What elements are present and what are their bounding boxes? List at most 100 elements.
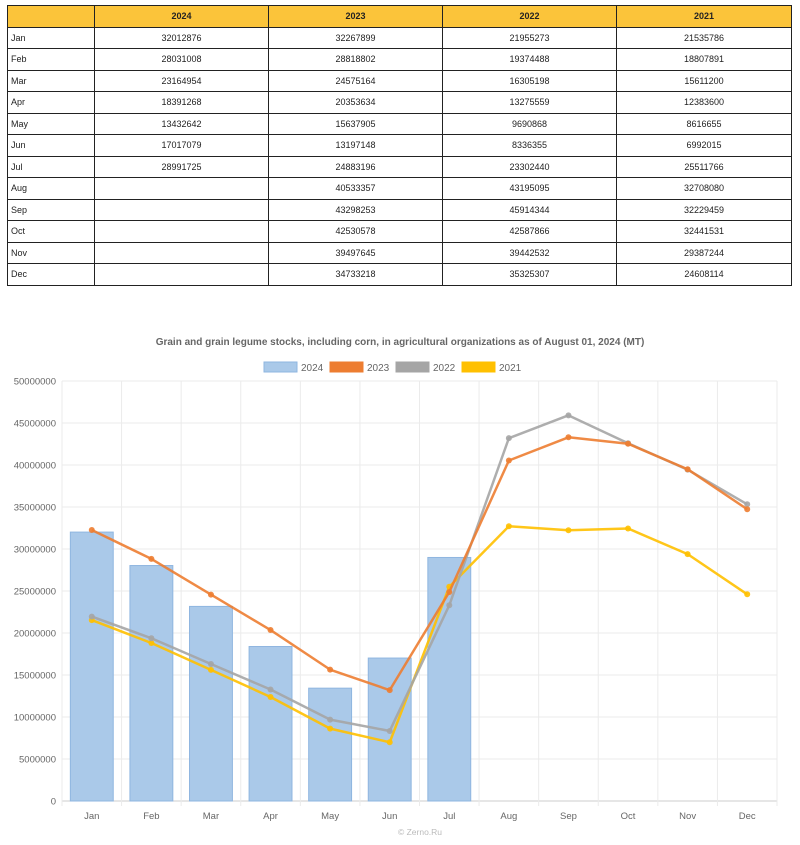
point-2022-Jan[interactable] (88, 613, 95, 620)
x-tick-label-Feb: Feb (143, 811, 159, 822)
table-row: Aug 40533357 43195095 32708080 (7, 177, 792, 200)
value-cell: 16305198 (442, 69, 617, 92)
series-lines (88, 412, 751, 746)
month-cell: Jul (7, 155, 95, 178)
header-year-2024: 2024 (94, 5, 269, 28)
x-tick-label-Sep: Sep (560, 811, 577, 822)
legend-swatch-2024[interactable] (263, 361, 298, 373)
bar-2024-Jul[interactable] (427, 556, 472, 802)
point-2023-Jul[interactable] (446, 588, 453, 595)
value-cell: 42587866 (442, 220, 617, 243)
point-2023-Aug[interactable] (505, 457, 512, 464)
point-2023-May[interactable] (327, 666, 334, 673)
y-tick-label: 40000000 (14, 461, 56, 472)
point-2023-Jan[interactable] (88, 526, 95, 533)
table-header-row: 2024 2023 2022 2021 (7, 5, 792, 28)
x-tick-label-Nov: Nov (679, 811, 696, 822)
legend-swatch-2022[interactable] (395, 361, 430, 373)
value-cell: 9690868 (442, 112, 617, 135)
value-cell: 45914344 (442, 198, 617, 221)
value-cell (94, 177, 269, 200)
value-cell: 34733218 (268, 263, 443, 286)
point-2023-Feb[interactable] (148, 555, 155, 562)
line-2021[interactable] (91, 525, 748, 744)
table-body: Jan 32012876 32267899 21955273 21535786 Feb 28… (7, 26, 792, 286)
bars-2024 (69, 531, 472, 802)
bar-2024-Mar[interactable] (189, 605, 233, 802)
value-cell: 13197148 (268, 134, 443, 157)
legend-label-2024[interactable]: 2024 (301, 363, 324, 374)
value-cell: 8336355 (442, 134, 617, 157)
y-tick-label: 25000000 (14, 587, 56, 598)
value-cell: 28031008 (94, 48, 269, 71)
legend-label-2022[interactable]: 2022 (433, 363, 456, 374)
y-tick-label: 20000000 (14, 629, 56, 640)
bar-2024-Jan[interactable] (69, 531, 114, 802)
legend-swatch-2023[interactable] (329, 361, 364, 373)
x-tick-label-Jun: Jun (382, 811, 397, 822)
x-tick-label-Mar: Mar (203, 811, 219, 822)
y-tick-label: 45000000 (14, 419, 56, 430)
value-cell: 28818802 (268, 48, 443, 71)
x-tick-label-Aug: Aug (500, 811, 517, 822)
point-2021-Mar[interactable] (207, 666, 214, 673)
value-cell: 29387244 (616, 241, 792, 264)
point-2022-Jul[interactable] (446, 602, 453, 609)
y-tick-label: 15000000 (14, 671, 56, 682)
value-cell: 19374488 (442, 48, 617, 71)
point-2023-Apr[interactable] (267, 627, 274, 634)
point-2022-Mar[interactable] (207, 661, 214, 668)
point-2023-Sep[interactable] (565, 434, 572, 441)
value-cell: 20353634 (268, 91, 443, 114)
month-cell: May (7, 112, 95, 135)
bar-2024-May[interactable] (308, 687, 353, 802)
point-2021-Apr[interactable] (267, 693, 274, 700)
point-2023-Dec[interactable] (744, 506, 751, 513)
value-cell: 32267899 (268, 26, 443, 49)
value-cell: 13432642 (94, 112, 269, 135)
point-2022-May[interactable] (327, 716, 334, 723)
point-2021-Aug[interactable] (505, 523, 512, 530)
point-2021-Feb[interactable] (148, 640, 155, 647)
value-cell: 32441531 (616, 220, 792, 243)
legend-swatch-2021[interactable] (461, 361, 496, 373)
table-row: May 13432642 15637905 9690868 8616655 (7, 112, 792, 135)
point-2023-Nov[interactable] (684, 466, 691, 473)
point-2021-Oct[interactable] (625, 525, 632, 532)
point-2023-Jun[interactable] (386, 687, 393, 694)
value-cell: 21955273 (442, 26, 617, 49)
value-cell: 25511766 (616, 155, 792, 178)
bar-2024-Apr[interactable] (248, 646, 293, 802)
value-cell: 35325307 (442, 263, 617, 286)
grid (61, 380, 778, 806)
stocks-chart: Grain and grain legume stocks, including… (14, 337, 778, 837)
point-2021-May[interactable] (327, 725, 334, 732)
point-2022-Dec[interactable] (744, 501, 751, 508)
legend-label-2021[interactable]: 2021 (499, 363, 522, 374)
point-2021-Jun[interactable] (386, 739, 393, 746)
x-tick-label-Dec: Dec (739, 811, 756, 822)
point-2022-Feb[interactable] (148, 635, 155, 642)
value-cell: 23302440 (442, 155, 617, 178)
legend-label-2023[interactable]: 2023 (367, 363, 390, 374)
y-tick-label: 35000000 (14, 503, 56, 514)
point-2022-Aug[interactable] (505, 435, 512, 442)
point-2023-Oct[interactable] (625, 440, 632, 447)
point-2022-Apr[interactable] (267, 686, 274, 693)
point-2022-Jun[interactable] (386, 727, 393, 734)
point-2021-Nov[interactable] (684, 551, 691, 558)
point-2023-Mar[interactable] (207, 591, 214, 598)
month-cell: Feb (7, 48, 95, 71)
point-2021-Dec[interactable] (744, 591, 751, 598)
x-tick-label-Apr: Apr (263, 811, 278, 822)
value-cell (94, 220, 269, 243)
point-2022-Sep[interactable] (565, 412, 572, 419)
y-tick-label: 10000000 (14, 713, 56, 724)
value-cell: 21535786 (616, 26, 792, 49)
point-2021-Sep[interactable] (565, 527, 572, 534)
line-2023[interactable] (91, 436, 748, 692)
table-row: Apr 18391268 20353634 13275559 12383600 (7, 91, 792, 114)
table-row: Nov 39497645 39442532 29387244 (7, 241, 792, 264)
chart-title: Grain and grain legume stocks, including… (156, 337, 645, 348)
bar-2024-Feb[interactable] (129, 565, 174, 802)
